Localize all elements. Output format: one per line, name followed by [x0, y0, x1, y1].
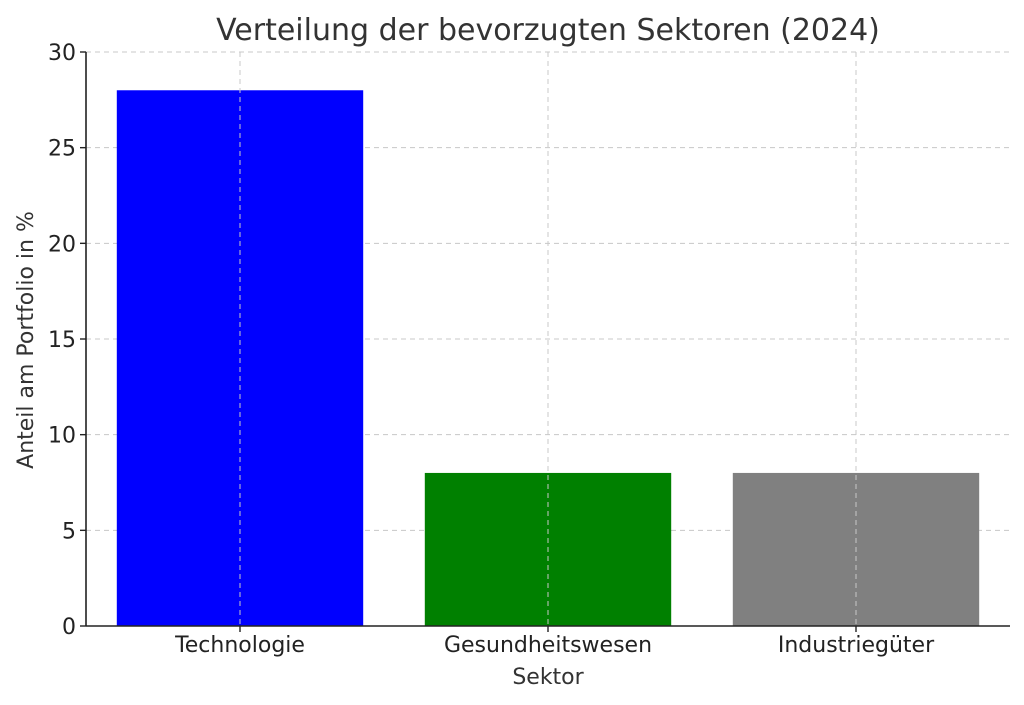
y-tick-label: 10 — [48, 424, 76, 449]
y-tick-label: 20 — [48, 232, 76, 257]
x-tick-label: Industriegüter — [778, 633, 935, 658]
y-tick-label: 5 — [62, 519, 76, 544]
y-tick-label: 0 — [62, 615, 76, 640]
y-tick-label: 25 — [48, 137, 76, 162]
plot-area: 0 5 10 15 20 25 30 Technologie Gesundheitswesen I… — [48, 41, 1010, 658]
y-tick-label: 30 — [48, 41, 76, 66]
chart-title: Verteilung der bevorzugten Sektoren (202… — [216, 13, 880, 48]
x-tick-label: Gesundheitswesen — [444, 633, 652, 658]
y-tick-label: 15 — [48, 328, 76, 353]
y-axis-label: Anteil am Portfolio in % — [14, 211, 39, 469]
x-tick-label: Technologie — [174, 633, 305, 658]
x-axis-label: Sektor — [512, 665, 584, 690]
